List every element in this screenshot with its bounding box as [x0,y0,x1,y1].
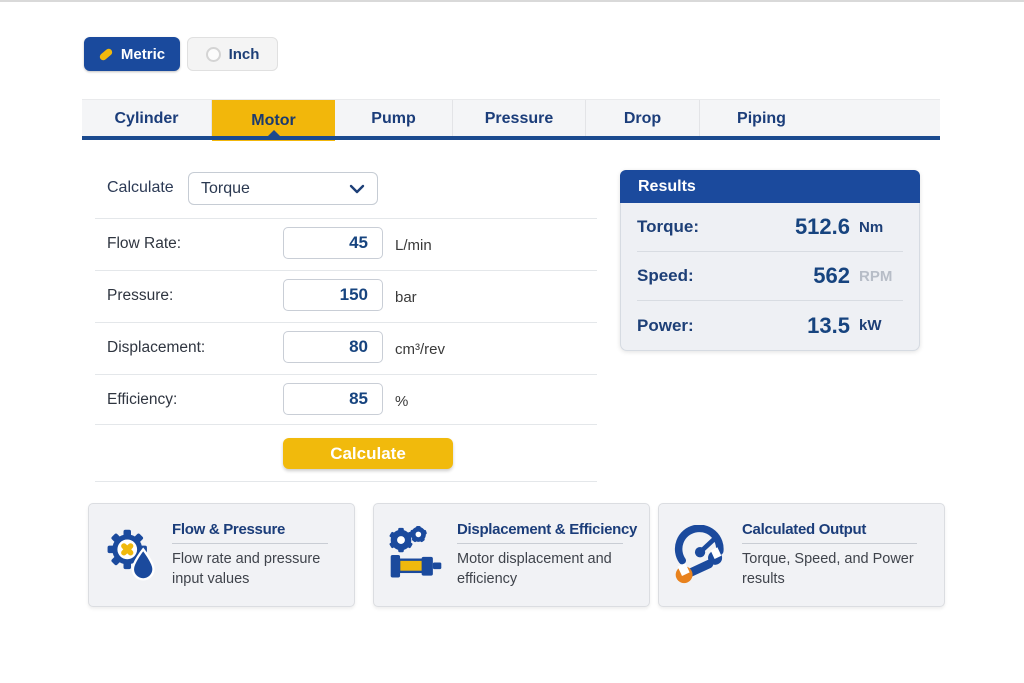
inch-button[interactable]: Inch [187,37,278,71]
divider [95,424,597,425]
metric-button-label: Metric [120,45,166,63]
pressure-label: Pressure: [107,287,174,304]
efficiency-unit: % [395,393,409,410]
speed-result-unit: RPM [859,267,893,285]
chevron-down-icon [349,184,365,193]
results-panel: Results Torque: 512.6 Nm Speed: 562 RPM … [620,170,920,351]
calculate-select[interactable]: Torque [188,172,378,205]
calculate-select-value: Torque [201,179,250,197]
power-result-value: 13.5 [807,312,850,338]
result-row-speed: Speed: 562 RPM [637,252,903,301]
flow-rate-unit: L/min [395,237,432,254]
inch-button-label: Inch [228,45,260,63]
card-description: Flow rate and pressure input values [172,550,321,587]
divider [172,542,329,544]
info-card-displacement-efficiency: Displacement & Efficiency Motor displace… [373,503,650,607]
flow-rate-input[interactable] [283,227,383,259]
card-description: Motor displacement and efficiency [457,550,612,587]
card-description: Torque, Speed, and Power results [742,550,914,587]
info-card-calculated-output: Calculated Output Torque, Speed, and Pow… [658,503,945,607]
flow-rate-label: Flow Rate: [107,235,182,252]
radio-unselected-icon [205,46,221,62]
result-row-torque: Torque: 512.6 Nm [637,203,903,252]
card-title: Calculated Output [742,520,867,538]
result-row-power: Power: 13.5 kW [637,301,903,350]
divider [457,542,623,544]
tab-underline [82,136,940,140]
divider [742,542,917,544]
card-title: Flow & Pressure [172,520,286,538]
divider [95,481,597,482]
card-title: Displacement & Efficiency [457,520,638,538]
gears-cylinder-icon [389,525,442,578]
calculate-mode-label: Calculate [107,179,174,196]
speed-result-value: 562 [813,263,850,288]
results-panel-body: Torque: 512.6 Nm Speed: 562 RPM Power: 1… [621,203,919,350]
power-result-label: Power: [637,315,694,335]
tab-piping[interactable]: Piping [737,109,786,127]
pressure-input[interactable] [283,279,383,311]
results-panel-header: Results [620,170,920,203]
metric-pill-icon [98,46,114,62]
divider [95,270,597,271]
tab-drop[interactable]: Drop [586,100,700,137]
tab-bar: Cylinder Motor Pump Pressure Drop Piping [82,99,940,141]
metric-button[interactable]: Metric [84,37,180,71]
tab-bar-filler [823,100,940,140]
gauge-wrench-icon [674,525,724,584]
divider [95,374,597,375]
tab-cylinder[interactable]: Cylinder [82,100,212,137]
displacement-unit: cm³/rev [395,341,445,358]
torque-result-unit: Nm [859,218,884,236]
efficiency-input[interactable] [283,383,383,415]
calculate-button[interactable]: Calculate [283,438,453,469]
power-result-unit: kW [859,317,882,334]
tab-pressure[interactable]: Pressure [453,100,586,137]
pressure-unit: bar [395,289,417,306]
divider [95,218,597,219]
displacement-input[interactable] [283,331,383,363]
efficiency-label: Efficiency: [107,391,178,408]
torque-result-label: Torque: [637,217,700,236]
tab-motor[interactable]: Motor [212,100,335,141]
gear-droplet-icon [107,529,155,581]
torque-result-value: 512.6 [794,214,850,239]
info-card-flow-pressure: Flow & Pressure Flow rate and pressure i… [88,503,355,607]
displacement-label: Displacement: [107,339,206,356]
window-top-edge [0,0,1024,2]
speed-result-label: Speed: [637,266,694,285]
divider [95,322,597,323]
tab-pump[interactable]: Pump [335,100,453,137]
